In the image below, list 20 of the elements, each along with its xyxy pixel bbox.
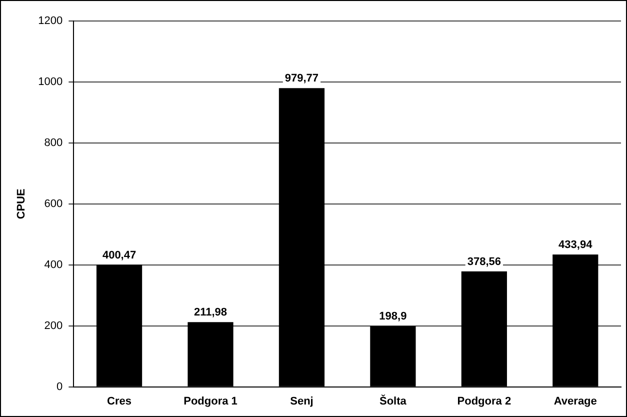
y-tick-label: 400 (44, 258, 63, 271)
x-tick-label: Podgora 1 (184, 395, 238, 408)
y-tick-label: 1000 (38, 76, 63, 88)
data-label: 198,9 (379, 310, 407, 323)
data-label: 979,77 (284, 72, 319, 85)
x-tick-label: Podgora 2 (457, 395, 512, 408)
data-label: 400,47 (102, 249, 136, 262)
y-tick-label: 1200 (38, 15, 63, 28)
data-label: 378,56 (467, 256, 501, 268)
y-tick-label: 200 (44, 320, 63, 332)
y-tick-label: 800 (44, 136, 63, 149)
y-tick-label: 600 (44, 198, 63, 210)
y-axis-title: CPUE (16, 188, 28, 220)
data-label: 433,94 (558, 239, 594, 252)
x-tick-label: Senj (290, 395, 314, 408)
x-tick-label: Cres (107, 395, 132, 408)
x-tick-label: Average (554, 395, 597, 408)
data-label: 211,98 (194, 306, 228, 319)
y-tick-label: 0 (56, 380, 63, 393)
x-tick-label: Šolta (379, 394, 408, 408)
